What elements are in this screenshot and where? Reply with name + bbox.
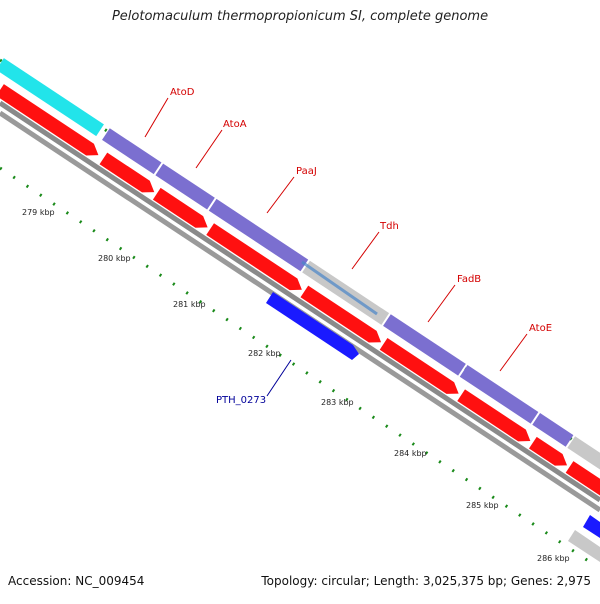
tick-row-bottom <box>0 166 591 564</box>
gene-block-next[interactable] <box>532 413 574 447</box>
leader-atoa <box>195 129 223 169</box>
leader-pth-0273 <box>266 359 292 397</box>
scale-label: 280 kbp <box>98 254 131 263</box>
leader-paaj <box>266 176 295 214</box>
scale-label: 282 kbp <box>248 349 281 358</box>
accession-label: Accession: NC_009454 <box>8 574 145 588</box>
scale-label: 281 kbp <box>173 300 206 309</box>
forward-track <box>0 58 600 482</box>
leader-atoe <box>499 333 528 372</box>
cds-arrow[interactable] <box>0 84 102 161</box>
scale-label: 283 kbp <box>321 398 354 407</box>
tdh-overlay <box>301 260 378 316</box>
gene-block-paaj[interactable] <box>208 198 309 272</box>
cds-arrow[interactable] <box>99 152 159 198</box>
cds-arrow[interactable] <box>152 187 212 233</box>
scale-label: 285 kbp <box>466 501 499 510</box>
gene-label-fadb[interactable]: FadB <box>457 274 481 285</box>
gene-block-atoe[interactable] <box>459 365 539 424</box>
leader-atod <box>144 97 169 138</box>
cds-arrow[interactable] <box>379 338 463 399</box>
gene-block-fadb[interactable] <box>383 314 466 376</box>
gene-arrow-reverse-end[interactable] <box>583 515 600 538</box>
scale-label: 279 kbp <box>22 208 55 217</box>
gene-block-atod[interactable] <box>102 128 162 175</box>
gene-block-gray-bottom[interactable] <box>568 530 600 562</box>
gene-block-atoa[interactable] <box>155 163 215 210</box>
cds-arrow[interactable] <box>300 285 385 348</box>
genome-backbone-outer <box>0 100 600 503</box>
cds-track <box>0 84 600 510</box>
gene-arrow-pth-0273[interactable] <box>266 292 359 360</box>
cds-arrow[interactable] <box>565 461 600 510</box>
genome-summary-label: Topology: circular; Length: 3,025,375 bp… <box>261 574 591 588</box>
gene-label-paaj[interactable]: PaaJ <box>296 166 317 177</box>
genome-title: Pelotomaculum thermopropionicum SI, comp… <box>111 9 489 24</box>
leader-fadb <box>427 284 456 323</box>
cds-arrow[interactable] <box>206 223 305 295</box>
cds-arrow[interactable] <box>457 389 534 446</box>
scale-label: 286 kbp <box>537 554 570 563</box>
gene-label-atod[interactable]: AtoD <box>170 87 195 98</box>
gene-label-pth-0273[interactable]: PTH_0273 <box>216 395 266 406</box>
gene-label-tdh[interactable]: Tdh <box>379 221 399 232</box>
gene-block-highlight[interactable] <box>0 58 104 137</box>
gene-label-atoe[interactable]: AtoE <box>529 323 552 334</box>
gene-label-atoa[interactable]: AtoA <box>223 119 247 130</box>
cds-arrow[interactable] <box>528 436 571 471</box>
leader-tdh <box>351 231 380 270</box>
scale-label: 284 kbp <box>394 449 427 458</box>
gene-block-gray-end[interactable] <box>567 436 600 482</box>
